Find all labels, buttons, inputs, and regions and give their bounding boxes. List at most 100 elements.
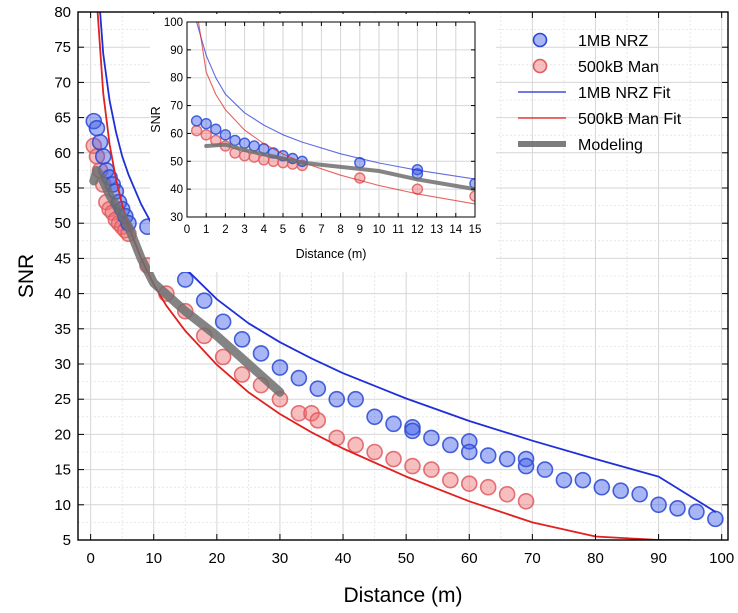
main-x-axis-title: Distance (m) — [343, 584, 462, 607]
inset-y-axis-title: SNR — [149, 106, 163, 132]
main-x-tick-label: 20 — [208, 550, 225, 567]
main-y-tick-label: 5 — [63, 532, 71, 549]
inset-x-tick-label: 7 — [318, 224, 324, 236]
inset-500kb-man-point — [200, 129, 212, 141]
main-500kb-man-point — [479, 478, 497, 496]
legend: 1MB NRZ 500kB Man 1MB NRZ Fit 500kB Man Fit… — [518, 32, 682, 154]
main-1mb-nrz-point — [88, 119, 106, 137]
main-1mb-nrz-point — [214, 313, 232, 331]
inset-y-tick-label: 80 — [170, 73, 183, 85]
main-y-tick-label: 15 — [54, 462, 71, 479]
inset-x-tick-label: 3 — [241, 224, 247, 236]
main-x-tick-label: 70 — [524, 550, 541, 567]
main-1mb-nrz-point — [176, 271, 194, 288]
main-modeling-line — [89, 165, 285, 397]
inset-1mb-nrz-point — [210, 123, 222, 135]
main-plot-frame — [77, 11, 729, 541]
main-1mb-nrz-point — [347, 390, 364, 408]
legend-label-500kb-man: 500kB Man — [578, 59, 659, 76]
main-1mb-nrz-point — [517, 457, 535, 475]
main-y-tick-label: 10 — [54, 497, 71, 514]
main-500kb-man-point — [442, 471, 459, 489]
inset-x-tick-label: 5 — [280, 224, 286, 236]
main-x-tick-label: 90 — [650, 550, 667, 567]
main-y-tick-label: 25 — [54, 391, 71, 408]
inset-500kb-man-point — [190, 124, 203, 137]
main-500kb-man-point — [290, 404, 308, 422]
inset-x-tick-label: 0 — [184, 224, 190, 236]
inset-y-tick-label: 90 — [170, 45, 183, 57]
main-1mb-nrz-point — [233, 331, 251, 348]
inset-y-tick-label: 50 — [170, 156, 183, 168]
main-1mb-nrz-point — [574, 471, 592, 489]
inset-x-tick-label: 8 — [337, 224, 343, 236]
main-x-tick-label: 0 — [86, 550, 94, 567]
inset-y-tick-label: 40 — [170, 184, 183, 196]
inset-1mb-nrz-fit-line — [196, 22, 475, 180]
inset-plot: 0 1 2 3 4 5 6 7 8 9 10 11 12 13 14 1530405060708090100D… — [149, 14, 496, 272]
main-500kb-man-point — [498, 485, 516, 503]
main-y-tick-label: 75 — [54, 39, 71, 56]
main-y-axis-title: SNR — [15, 254, 38, 298]
main-1mb-nrz-point — [309, 380, 327, 397]
main-500kb-man-fit-line — [96, 12, 691, 540]
main-500kb-man-point — [460, 475, 478, 492]
legend-swatch-1mb-nrz — [532, 32, 548, 48]
main-1mb-nrz-point — [479, 447, 497, 464]
inset-x-tick-label: 12 — [411, 224, 424, 236]
main-1mb-nrz-point — [442, 436, 459, 454]
main-1mb-nrz-point — [631, 485, 648, 503]
main-y-tick-label: 60 — [54, 145, 71, 162]
main-x-tick-label: 100 — [709, 550, 734, 567]
main-y-tick-label: 55 — [54, 180, 71, 197]
legend-label-1mb-nrz-fit: 1MB NRZ Fit — [578, 85, 671, 102]
inset-x-tick-label: 2 — [222, 224, 228, 236]
main-x-tick-label: 10 — [145, 550, 162, 567]
main-1mb-nrz-point — [94, 148, 112, 165]
main-500kb-man-point — [423, 461, 440, 478]
main-y-tick-label: 65 — [54, 110, 71, 127]
inset-x-axis-title: Distance (m) — [296, 247, 367, 261]
inset-1mb-nrz-point — [238, 137, 251, 149]
main-1mb-nrz-point — [555, 471, 573, 489]
main-1mb-nrz-point — [707, 510, 724, 528]
inset-500kb-man-point — [469, 190, 475, 202]
main-x-tick-label: 40 — [335, 550, 352, 567]
main-1mb-nrz-point — [385, 415, 402, 433]
inset-1mb-nrz-point — [200, 117, 212, 130]
main-1mb-nrz-point — [366, 408, 383, 426]
main-500kb-man-point — [214, 348, 232, 366]
main-y-tick-label: 70 — [54, 74, 71, 91]
main-1mb-nrz-point — [460, 443, 478, 461]
main-y-tick-label: 40 — [54, 286, 71, 303]
main-x-tick-label: 60 — [461, 550, 478, 567]
main-500kb-man-point — [366, 443, 383, 461]
inset-y-tick-label: 70 — [170, 101, 183, 113]
inset-x-tick-label: 15 — [469, 224, 482, 236]
legend-label-500kb-man-fit: 500kB Man Fit — [578, 111, 682, 128]
inset-1mb-nrz-point — [469, 177, 475, 190]
main-y-tick-label: 45 — [54, 250, 71, 267]
inset-series-group — [190, 22, 475, 205]
legend-label-modeling: Modeling — [578, 137, 643, 154]
inset-x-tick-label: 14 — [449, 224, 462, 236]
main-500kb-man-point — [347, 436, 364, 454]
main-y-tick-label: 35 — [54, 321, 71, 338]
inset-x-tick-label: 6 — [299, 224, 305, 236]
inset-y-tick-label: 30 — [170, 212, 183, 224]
inset-1mb-nrz-point — [229, 134, 241, 147]
main-y-tick-label: 20 — [54, 426, 71, 443]
main-y-tick-label: 50 — [54, 215, 71, 232]
main-1mb-nrz-point — [195, 292, 213, 309]
main-500kb-man-point — [404, 457, 421, 475]
inset-x-tick-label: 1 — [203, 224, 209, 236]
main-1mb-nrz-point — [252, 345, 270, 362]
inset-x-tick-label: 9 — [357, 224, 363, 236]
legend-swatch-500kb-man — [532, 58, 548, 74]
main-500kb-man-point — [385, 450, 402, 468]
main-1mb-nrz-fit-line — [99, 12, 717, 513]
main-x-tick-label: 50 — [398, 550, 415, 567]
main-500kb-man-point — [517, 492, 535, 510]
main-1mb-nrz-point — [91, 133, 109, 151]
